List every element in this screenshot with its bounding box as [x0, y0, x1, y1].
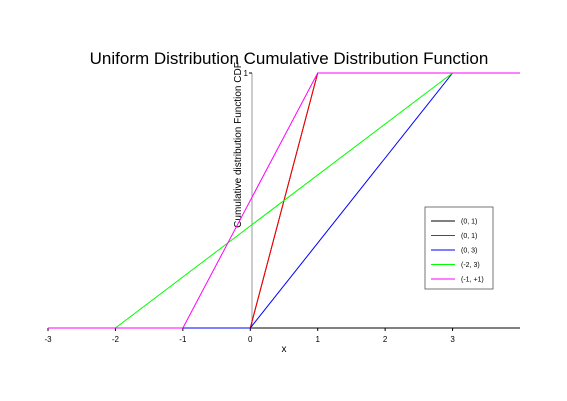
y-axis-label: Cumulative distribution Function CDF — [233, 62, 244, 228]
legend-label: (0, 3) — [461, 248, 477, 255]
x-tick-label: 1 — [315, 335, 320, 344]
x-tick-labels: -3 -2 -1 0 1 2 3 — [44, 328, 455, 344]
x-tick-label: -3 — [44, 335, 52, 344]
legend-label: (0, 1) — [461, 219, 477, 226]
legend: (0, 1) (0, 1) (0, 3) (-2, 3) (-1, +1) — [425, 207, 493, 289]
y-tick-label: 1 — [244, 69, 249, 78]
x-tick-label: -2 — [112, 335, 120, 344]
chart-title: Uniform Distribution Cumulative Distribu… — [90, 49, 489, 68]
x-tick-label: 0 — [248, 335, 253, 344]
x-tick-label: 3 — [450, 335, 455, 344]
x-axis-label: x — [282, 344, 287, 355]
x-tick-label: -1 — [179, 335, 187, 344]
x-tick-label: 2 — [383, 335, 388, 344]
legend-label: (-1, +1) — [461, 277, 484, 284]
legend-label: (0, 1) — [461, 233, 477, 240]
series-lines — [48, 73, 520, 328]
series-line-3 — [48, 73, 520, 328]
legend-label: (-2, 3) — [461, 262, 480, 269]
y-tick-labels: 1 — [244, 69, 252, 78]
